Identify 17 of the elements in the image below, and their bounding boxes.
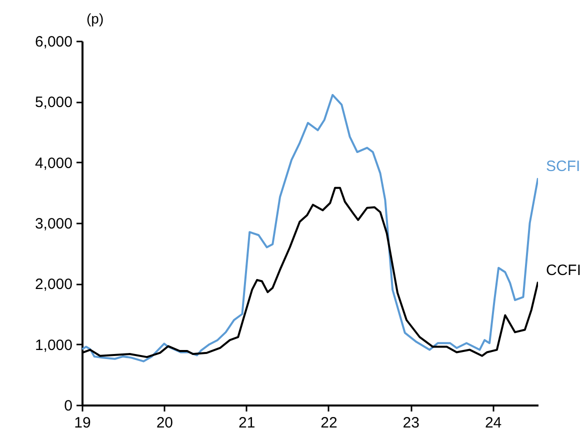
- series-label: CCFI: [546, 262, 581, 279]
- y-tick-label: 5,000: [34, 94, 72, 112]
- series-label: SCFI: [546, 158, 580, 176]
- y-tick-label: 6,000: [34, 34, 72, 50]
- y-tick-label: 1,000: [34, 336, 72, 354]
- line-series: [82, 94, 538, 362]
- x-tick-label: 23: [402, 414, 420, 432]
- y-tick-label: 2,000: [34, 276, 72, 294]
- y-tick-label: 0: [64, 398, 72, 414]
- x-tick-label: 24: [484, 414, 502, 432]
- y-tick-label: 4,000: [34, 154, 72, 172]
- y-tick-label: 3,000: [34, 216, 72, 232]
- y-axis-title: (p): [86, 10, 104, 26]
- x-tick-label: 20: [156, 414, 174, 432]
- x-tick-label: 21: [238, 414, 256, 432]
- x-tick-label: 19: [74, 414, 91, 432]
- x-tick-label: 22: [320, 414, 338, 432]
